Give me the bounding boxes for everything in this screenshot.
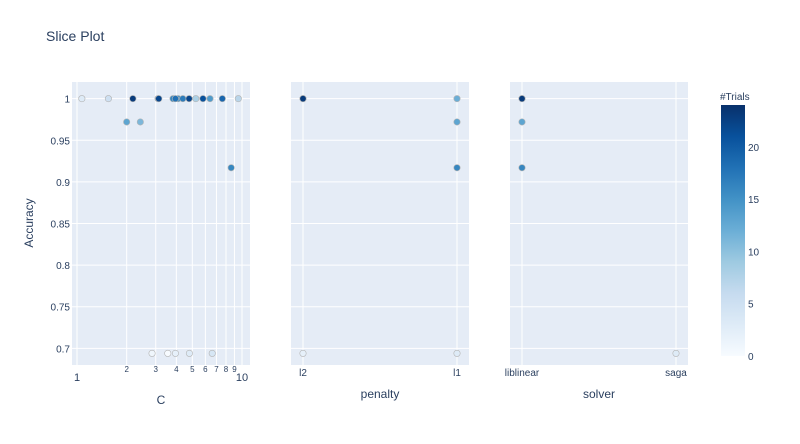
data-point — [208, 349, 216, 357]
data-point — [123, 118, 131, 126]
colorbar-tick-label: 10 — [748, 247, 760, 258]
data-point — [299, 95, 307, 103]
x-tick-label: 3 — [153, 365, 158, 374]
data-point — [453, 118, 461, 126]
x-tick-label: 9 — [232, 365, 237, 374]
y-tick-label: 0.8 — [56, 261, 70, 272]
y-tick-label: 0.85 — [51, 220, 71, 231]
x-tick-label: l1 — [453, 368, 461, 379]
data-point — [234, 95, 242, 103]
data-point — [206, 95, 214, 103]
data-point — [185, 349, 193, 357]
colorbar-title: #Trials — [720, 92, 750, 103]
x-tick-label: l2 — [299, 368, 307, 379]
colorbar-tick-label: 5 — [748, 300, 754, 311]
data-point — [453, 349, 461, 357]
data-point — [227, 164, 235, 172]
data-point — [171, 349, 179, 357]
y-tick-label: 0.95 — [51, 136, 71, 147]
x-axis-label-penalty: penalty — [361, 387, 400, 401]
data-point — [199, 95, 207, 103]
data-point — [171, 95, 179, 103]
x-tick-label: 4 — [174, 365, 179, 374]
data-point — [192, 95, 200, 103]
x-tick-label: 10 — [236, 372, 248, 384]
y-axis-label: Accuracy — [22, 198, 36, 247]
data-point — [453, 95, 461, 103]
y-tick-label: 0.75 — [51, 303, 71, 314]
subplot-penalty: l2 l1 penalty — [291, 82, 469, 401]
data-point — [518, 118, 526, 126]
colorbar: 0 5 10 15 20 #Trials — [720, 92, 760, 363]
data-point — [148, 349, 156, 357]
data-point — [136, 118, 144, 126]
colorbar-tick-label: 15 — [748, 195, 760, 206]
x-tick-label: 2 — [124, 365, 129, 374]
colorbar-gradient — [721, 105, 745, 356]
x-tick-label: 7 — [214, 365, 219, 374]
data-point — [129, 95, 137, 103]
data-point — [78, 95, 86, 103]
data-point — [185, 95, 193, 103]
data-point — [104, 95, 112, 103]
colorbar-tick-label: 20 — [748, 143, 760, 154]
data-point — [179, 95, 187, 103]
subplot-solver: liblinear saga solver — [505, 82, 688, 401]
y-tick-label: 1 — [64, 95, 70, 106]
subplot-C: 1 2 3 4 5 6 7 8 910 0.7 0.75 0.8 0.85 0.9 0.95 1 C — [51, 82, 250, 407]
colorbar-tick-label: 0 — [748, 352, 754, 363]
subplots-container: 1 2 3 4 5 6 7 8 910 0.7 0.75 0.8 0.85 0.9 0.95 1 Cl2 l1 pe… — [51, 82, 688, 407]
data-point — [155, 95, 163, 103]
y-tick-label: 0.9 — [56, 178, 70, 189]
y-tick-label: 0.7 — [56, 344, 70, 355]
x-axis-label-C: C — [157, 393, 166, 407]
data-point — [299, 349, 307, 357]
data-point — [453, 164, 461, 172]
x-tick-label: 5 — [190, 365, 195, 374]
x-tick-label: 8 — [224, 365, 229, 374]
chart-title: Slice Plot — [46, 28, 104, 44]
data-point — [218, 95, 226, 103]
x-tick-label: 6 — [203, 365, 208, 374]
x-tick-label: saga — [665, 368, 687, 379]
data-point — [518, 164, 526, 172]
data-point — [164, 349, 172, 357]
x-axis-label-solver: solver — [583, 387, 615, 401]
data-point — [672, 349, 680, 357]
x-tick-label: 1 — [74, 372, 80, 384]
data-point — [518, 95, 526, 103]
x-tick-label: liblinear — [505, 368, 540, 379]
